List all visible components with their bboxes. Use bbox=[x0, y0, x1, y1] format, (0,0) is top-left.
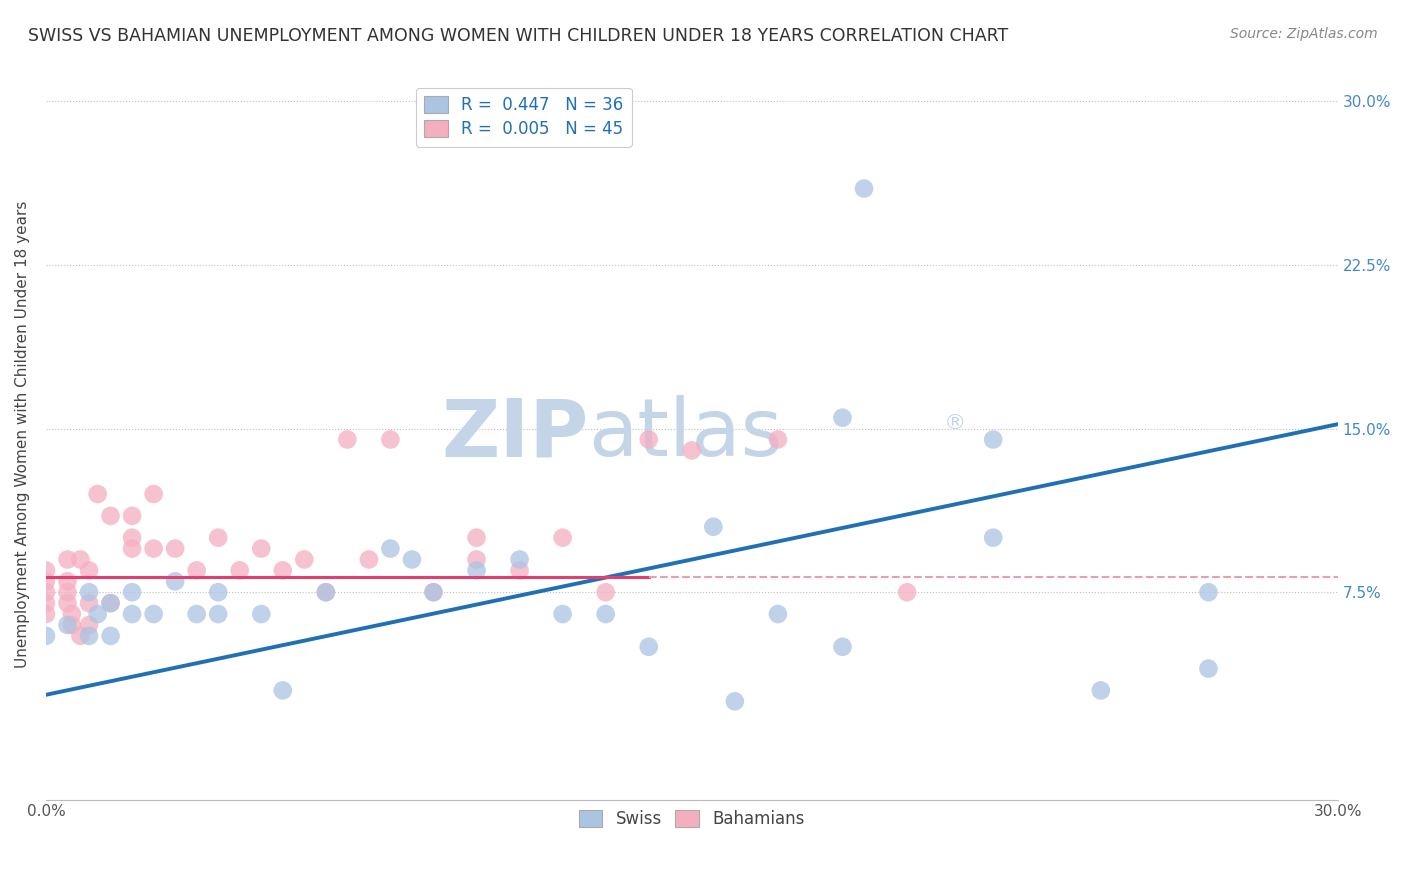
Point bbox=[551, 607, 574, 621]
Point bbox=[315, 585, 337, 599]
Point bbox=[69, 552, 91, 566]
Point bbox=[56, 552, 79, 566]
Point bbox=[292, 552, 315, 566]
Point bbox=[228, 563, 250, 577]
Point bbox=[357, 552, 380, 566]
Point bbox=[186, 607, 208, 621]
Point bbox=[509, 552, 531, 566]
Point bbox=[981, 433, 1004, 447]
Point bbox=[35, 596, 58, 610]
Point bbox=[509, 563, 531, 577]
Point bbox=[35, 563, 58, 577]
Point bbox=[165, 541, 187, 556]
Point bbox=[380, 541, 402, 556]
Point bbox=[56, 596, 79, 610]
Point bbox=[637, 433, 659, 447]
Point bbox=[100, 596, 122, 610]
Point bbox=[1090, 683, 1112, 698]
Point bbox=[56, 585, 79, 599]
Point bbox=[121, 508, 143, 523]
Point bbox=[86, 487, 108, 501]
Point bbox=[315, 585, 337, 599]
Point bbox=[637, 640, 659, 654]
Point bbox=[100, 508, 122, 523]
Point bbox=[595, 585, 617, 599]
Point bbox=[702, 520, 724, 534]
Point bbox=[35, 585, 58, 599]
Point bbox=[853, 181, 876, 195]
Point bbox=[465, 563, 488, 577]
Point bbox=[121, 607, 143, 621]
Point bbox=[422, 585, 444, 599]
Point bbox=[69, 629, 91, 643]
Point bbox=[77, 563, 100, 577]
Point bbox=[35, 629, 58, 643]
Point bbox=[100, 629, 122, 643]
Point bbox=[142, 487, 165, 501]
Point bbox=[1198, 585, 1220, 599]
Text: ®: ® bbox=[943, 413, 966, 433]
Point bbox=[35, 574, 58, 589]
Point bbox=[831, 640, 853, 654]
Point bbox=[724, 694, 747, 708]
Point bbox=[56, 574, 79, 589]
Point bbox=[271, 683, 294, 698]
Point bbox=[142, 607, 165, 621]
Point bbox=[207, 585, 229, 599]
Point bbox=[766, 433, 789, 447]
Point bbox=[77, 618, 100, 632]
Point bbox=[250, 607, 273, 621]
Legend: Swiss, Bahamians: Swiss, Bahamians bbox=[572, 804, 811, 835]
Point bbox=[100, 596, 122, 610]
Point bbox=[207, 531, 229, 545]
Point bbox=[142, 541, 165, 556]
Point bbox=[595, 607, 617, 621]
Point bbox=[77, 596, 100, 610]
Text: SWISS VS BAHAMIAN UNEMPLOYMENT AMONG WOMEN WITH CHILDREN UNDER 18 YEARS CORRELAT: SWISS VS BAHAMIAN UNEMPLOYMENT AMONG WOM… bbox=[28, 27, 1008, 45]
Point bbox=[60, 618, 83, 632]
Point bbox=[465, 552, 488, 566]
Point bbox=[86, 607, 108, 621]
Point bbox=[271, 563, 294, 577]
Point bbox=[896, 585, 918, 599]
Text: Source: ZipAtlas.com: Source: ZipAtlas.com bbox=[1230, 27, 1378, 41]
Point bbox=[207, 607, 229, 621]
Point bbox=[35, 607, 58, 621]
Text: ZIP: ZIP bbox=[441, 395, 589, 473]
Point bbox=[831, 410, 853, 425]
Point bbox=[60, 607, 83, 621]
Point bbox=[77, 585, 100, 599]
Point bbox=[380, 433, 402, 447]
Point bbox=[56, 618, 79, 632]
Point bbox=[186, 563, 208, 577]
Y-axis label: Unemployment Among Women with Children Under 18 years: Unemployment Among Women with Children U… bbox=[15, 201, 30, 668]
Point bbox=[1198, 662, 1220, 676]
Point bbox=[336, 433, 359, 447]
Point bbox=[422, 585, 444, 599]
Point bbox=[250, 541, 273, 556]
Point bbox=[551, 531, 574, 545]
Point bbox=[121, 541, 143, 556]
Point bbox=[681, 443, 703, 458]
Point bbox=[401, 552, 423, 566]
Point bbox=[766, 607, 789, 621]
Point bbox=[465, 531, 488, 545]
Text: atlas: atlas bbox=[589, 395, 783, 473]
Point bbox=[981, 531, 1004, 545]
Point bbox=[77, 629, 100, 643]
Point bbox=[121, 585, 143, 599]
Point bbox=[121, 531, 143, 545]
Point bbox=[165, 574, 187, 589]
